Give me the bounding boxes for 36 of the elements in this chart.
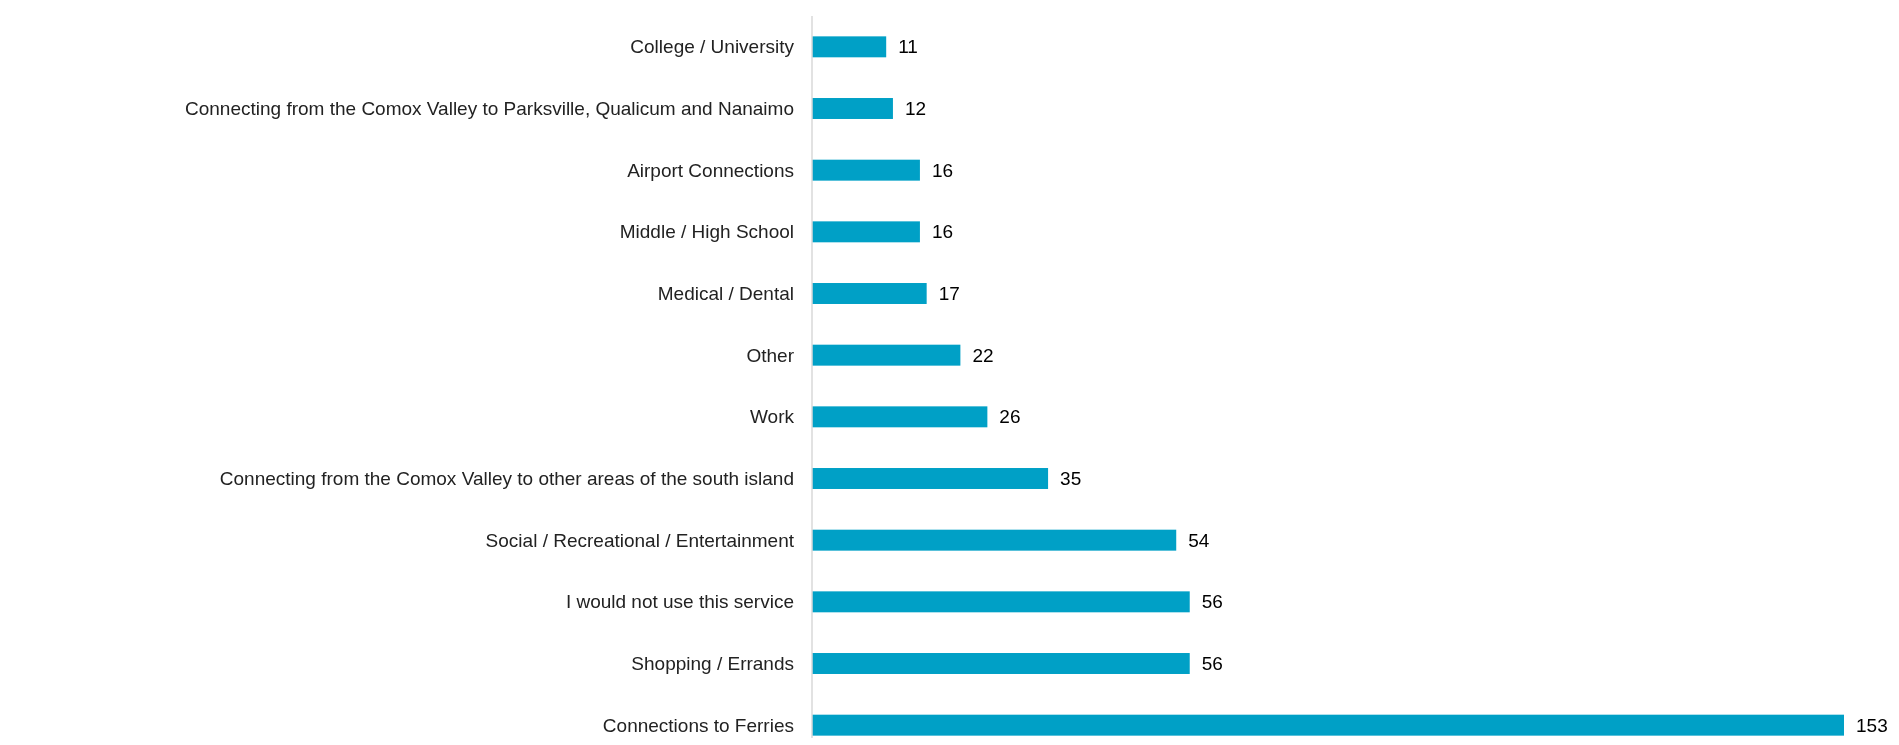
data-label: 54 <box>1188 529 1210 551</box>
bar <box>812 159 920 181</box>
data-label: 56 <box>1201 591 1223 613</box>
bar <box>812 344 961 366</box>
data-label: 11 <box>898 36 918 58</box>
bar <box>812 468 1049 489</box>
bar <box>812 591 1190 613</box>
bar <box>812 529 1177 551</box>
bar <box>812 653 1190 674</box>
data-label: 12 <box>904 98 927 120</box>
data-label: 56 <box>1201 653 1223 675</box>
y-tick-label: Medical / Dental <box>657 283 794 305</box>
y-tick-label: Connections to Ferries <box>602 714 794 736</box>
y-tick-label: Other <box>746 344 795 366</box>
y-tick-label: Middle / High School <box>619 221 794 243</box>
bar <box>812 36 887 58</box>
bar <box>812 221 920 243</box>
data-label: 26 <box>999 406 1021 428</box>
y-tick-label: Work <box>750 406 795 428</box>
y-tick-label: College / University <box>630 36 795 58</box>
data-label: 17 <box>938 283 960 305</box>
data-label: 35 <box>1060 468 1082 490</box>
bar <box>812 98 893 119</box>
y-tick-label: I would not use this service <box>565 591 794 613</box>
y-tick-label: Airport Connections <box>627 159 794 181</box>
y-tick-label: Social / Recreational / Entertainment <box>485 529 795 551</box>
y-tick-label: Shopping / Errands <box>631 653 794 675</box>
data-label: 22 <box>972 344 994 366</box>
y-tick-label: Connecting from the Comox Valley to other areas of the south island <box>219 468 794 490</box>
data-label: 16 <box>931 221 954 243</box>
data-label: 153 <box>1856 714 1888 736</box>
bar <box>812 283 927 304</box>
bar <box>812 714 1844 736</box>
data-label: 16 <box>931 159 954 181</box>
y-tick-label: Connecting from the Comox Valley to Parksville, Qualicum and Nanaimo <box>185 98 794 120</box>
bar <box>812 406 988 428</box>
